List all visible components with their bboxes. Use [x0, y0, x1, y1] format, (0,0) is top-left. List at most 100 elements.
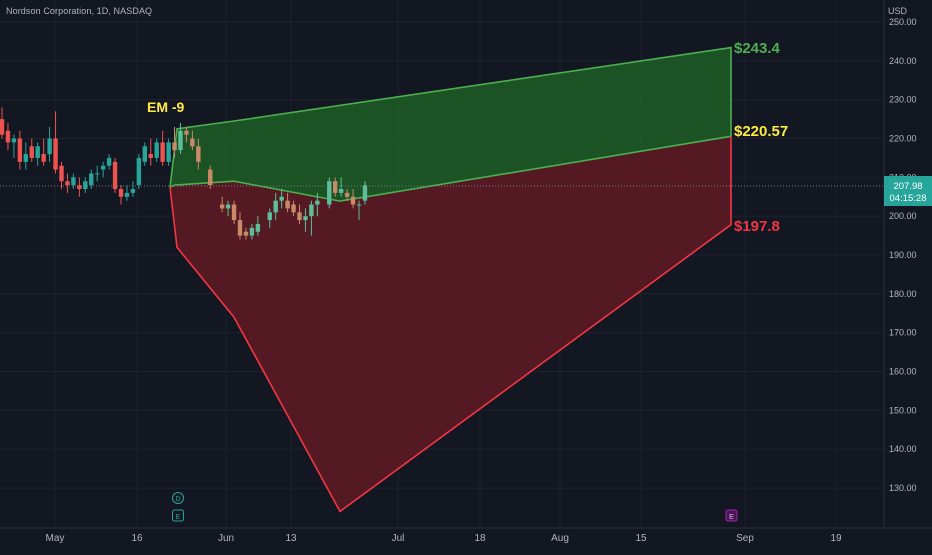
candle [71, 173, 76, 190]
lower-bound-line [169, 136, 732, 513]
candle [309, 200, 314, 236]
candle [112, 157, 118, 193]
candle-body [327, 181, 332, 205]
candle [362, 181, 368, 205]
dividend-letter: D [175, 496, 180, 503]
candle [83, 177, 88, 193]
time-tick-label: 13 [285, 533, 297, 544]
candle-body [285, 200, 290, 209]
candle-body [136, 157, 142, 186]
candle-body [100, 165, 106, 170]
price-tick-label: 180.00 [889, 289, 917, 299]
candle-body [255, 223, 261, 232]
earnings-letter-future: E [729, 514, 734, 521]
price-tick-label: 220.00 [889, 134, 917, 144]
mid-target-label: $220.57 [734, 123, 788, 140]
earnings-letter-past: E [176, 514, 181, 521]
candle-body [350, 196, 356, 205]
dividend-marker[interactable]: D [172, 492, 184, 504]
candle-body [154, 142, 159, 158]
time-tick-label: Jun [218, 533, 234, 544]
candle [59, 161, 64, 190]
candle-body [166, 142, 171, 162]
candle-body [208, 169, 213, 186]
candle [0, 107, 5, 139]
candle-body [356, 204, 362, 206]
candle-body [249, 227, 255, 236]
candle [297, 204, 302, 224]
candle [118, 185, 124, 205]
em-label: EM -9 [147, 99, 185, 115]
candle-body [118, 189, 124, 197]
candle [160, 130, 165, 166]
symbol-header: Nordson Corporation, 1D, NASDAQ [6, 6, 153, 16]
candle [267, 208, 272, 228]
candle [35, 142, 40, 166]
candle [243, 227, 249, 240]
candle-body [333, 181, 338, 193]
candle [344, 189, 350, 201]
candle [11, 134, 17, 158]
lower-target-label: $197.8 [734, 218, 780, 235]
time-tick-label: Aug [551, 533, 569, 544]
earnings-marker-future[interactable]: E [725, 509, 738, 522]
time-tick-label: Sep [736, 533, 754, 544]
candle-body [178, 130, 183, 151]
candle-body [106, 157, 112, 166]
candle [249, 223, 255, 240]
candle [53, 111, 58, 174]
candle [178, 122, 183, 155]
candle [95, 165, 100, 182]
candle [291, 200, 296, 217]
price-tick-label: 250.00 [889, 17, 917, 27]
candle [255, 216, 261, 236]
candle [148, 138, 153, 166]
candle [41, 138, 46, 166]
candle [23, 142, 28, 170]
candle [225, 200, 231, 217]
candle [47, 126, 52, 162]
candle [279, 189, 284, 209]
candle [219, 196, 225, 213]
candle-body [196, 146, 201, 162]
candle [17, 130, 23, 170]
candle-body [112, 161, 118, 190]
candle-body [184, 130, 189, 135]
candle-body [225, 204, 231, 209]
downside-zone [170, 136, 731, 512]
candle [237, 212, 243, 240]
candle-body [172, 142, 177, 151]
candle [285, 192, 290, 213]
candle-body [267, 212, 272, 221]
currency-label: USD [888, 6, 908, 16]
candle-body [23, 154, 28, 162]
time-tick-label: May [46, 533, 65, 544]
candle [327, 177, 332, 209]
candle [65, 173, 70, 193]
candle-body [41, 154, 46, 162]
candle [196, 138, 201, 170]
candle-body [237, 220, 243, 236]
candle-body [29, 146, 34, 158]
current-price: 207.98 [893, 181, 922, 192]
candle-body [303, 216, 308, 221]
candle-body [35, 146, 40, 158]
candle-body [47, 138, 52, 155]
candle-body [53, 138, 58, 170]
candle [208, 165, 213, 190]
price-tick-label: 160.00 [889, 367, 917, 377]
candle [231, 200, 237, 224]
candle-body [65, 181, 70, 186]
candle [130, 181, 136, 197]
candle-body [148, 154, 153, 158]
candle [5, 122, 11, 151]
current-price-tag: 207.98 04:15:28 [0, 176, 932, 206]
candle-body [231, 204, 237, 221]
candle [338, 177, 344, 197]
earnings-marker-past[interactable]: E [172, 509, 184, 522]
candle [190, 130, 195, 151]
candle [303, 208, 308, 232]
candle [106, 154, 112, 170]
